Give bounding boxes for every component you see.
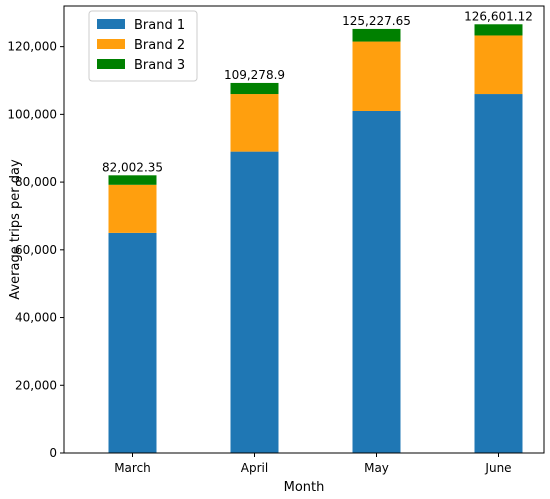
y-axis-title: Average trips per day — [8, 159, 23, 300]
bar-april-series-2 — [230, 94, 279, 152]
total-label-june: 126,601.12 — [464, 9, 533, 23]
plot-frame — [63, 5, 545, 454]
total-label-april: 109,278.9 — [224, 68, 285, 82]
bar-march-series-3 — [108, 175, 157, 185]
bar-may-series-2 — [352, 41, 401, 111]
bar-june-series-3 — [474, 24, 523, 36]
bars-layer — [108, 24, 523, 454]
legend: Brand 1 Brand 2 Brand 3 — [88, 10, 198, 82]
y-tick-label: 100,000 — [7, 107, 57, 121]
legend-swatch-series-1 — [97, 19, 125, 29]
bar-march-series-1 — [108, 232, 157, 453]
y-tick-label: 40,000 — [15, 311, 57, 325]
bar-april-series-1 — [230, 151, 279, 453]
x-tick-label-april: April — [241, 461, 268, 475]
x-tick-label-june: June — [484, 461, 511, 475]
bar-may-series-1 — [352, 110, 401, 454]
legend-label-series-2: Brand 2 — [134, 38, 185, 53]
y-tick-label: 80,000 — [15, 175, 57, 189]
legend-label-series-1: Brand 1 — [134, 18, 185, 33]
y-tick-label: 120,000 — [7, 40, 57, 54]
total-label-may: 125,227.65 — [342, 14, 411, 28]
x-axis-title: Month — [284, 480, 325, 495]
x-tick-label-may: May — [364, 461, 389, 475]
y-axis: 0 20,000 40,000 60,000 80,000 100,000 120,000 — [7, 40, 64, 460]
y-tick-label: 60,000 — [15, 243, 57, 257]
y-tick-label: 20,000 — [15, 378, 57, 392]
legend-swatch-series-3 — [97, 59, 125, 69]
bar-may-series-3 — [352, 28, 401, 42]
bar-june-series-1 — [474, 94, 523, 453]
bar-april-series-3 — [230, 82, 279, 95]
bar-march-series-2 — [108, 184, 157, 233]
y-tick-label: 0 — [49, 446, 57, 460]
total-labels-layer: 82,002.35 109,278.9 125,227.65 126,601.12 — [102, 9, 533, 174]
legend-label-series-3: Brand 3 — [134, 58, 185, 73]
x-axis: March April May June — [114, 453, 512, 475]
legend-swatch-series-2 — [97, 39, 125, 49]
bar-june-series-2 — [474, 35, 523, 95]
x-tick-label-march: March — [114, 461, 151, 475]
total-label-march: 82,002.35 — [102, 160, 163, 174]
